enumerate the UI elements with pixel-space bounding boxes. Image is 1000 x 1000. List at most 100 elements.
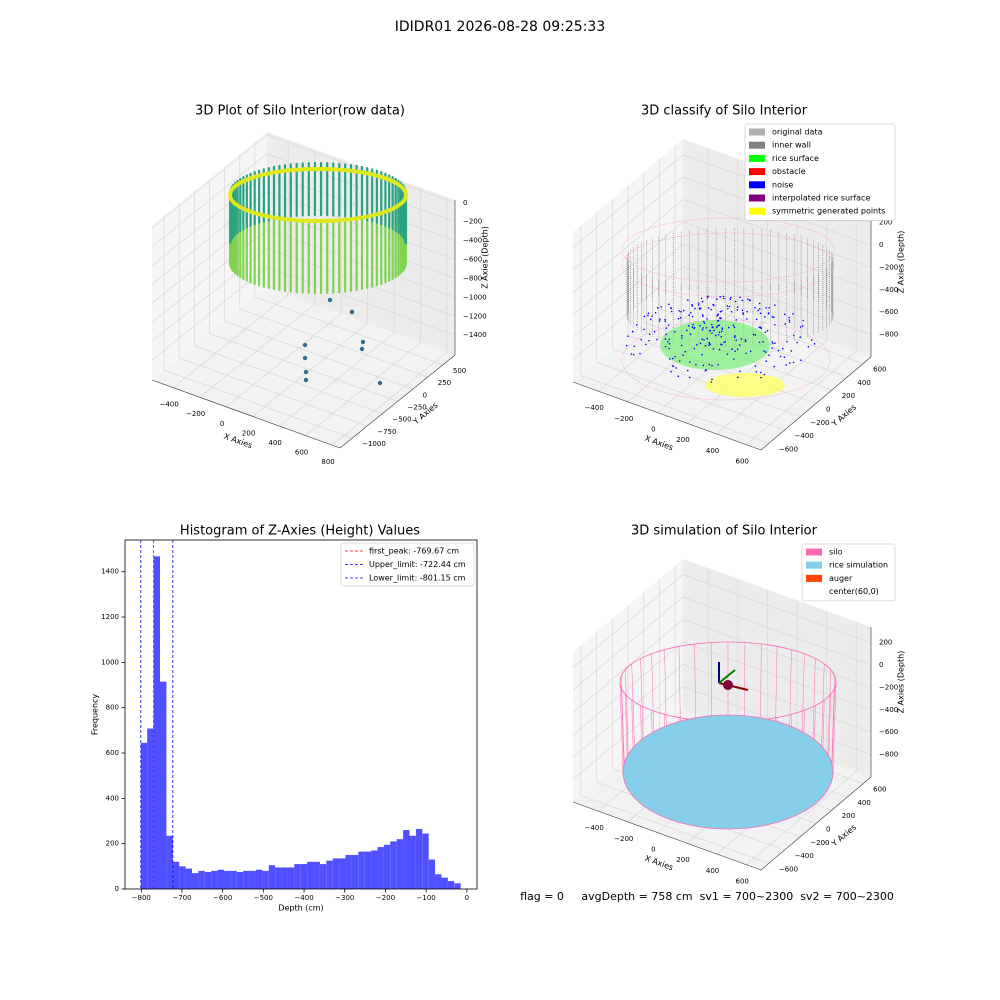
y-tick-label: 0 [826,406,830,414]
legend-swatch [749,207,765,215]
legend-box [340,542,475,587]
y-tick-label: −400 [795,852,814,860]
bar [415,828,423,889]
silo-line [827,669,831,755]
y-tick-label: −200 [810,839,829,847]
silo-line [625,669,629,755]
legend-swatch [806,588,822,596]
z-tick-label: −200 [463,218,482,226]
point-cloud [708,341,711,344]
point-cloud [777,349,780,352]
point-cloud [706,296,709,299]
x-tick-label: −200 [376,894,395,902]
point-cloud [660,320,770,370]
point-cloud [687,299,689,301]
point-cloud [625,344,628,347]
point-cloud [709,343,712,346]
z-tick-label: −200 [879,683,898,691]
auger [723,680,733,690]
silo-line [775,646,778,722]
grid-line [572,176,872,271]
point-cloud [670,310,673,313]
point-cloud [735,319,738,321]
point-cloud [712,326,714,329]
x-axis-label: Depth (cm) [278,904,323,913]
point-cloud [707,307,710,309]
bar [204,872,212,889]
point-cloud [810,339,813,341]
point-cloud [746,310,748,313]
legend-swatch [749,154,765,162]
point-cloud [702,327,704,329]
point-cloud [708,344,710,346]
point-cloud [788,316,790,319]
point-cloud [734,335,736,337]
point-cloud [695,344,698,346]
point-cloud [734,300,737,303]
legend-swatch [806,574,822,582]
point-cloud [723,297,725,300]
plot-frame [124,539,478,890]
point-cloud [651,315,653,317]
grid-line [305,187,421,436]
chart-title: 3D Plot of Silo Interior(row data) [195,104,405,119]
point-cloud [691,315,694,318]
y-tick-label: 1200 [101,613,119,621]
silo-line [832,681,837,773]
grid-line [643,172,832,391]
grid-line [572,686,872,780]
legend-swatch [749,141,765,149]
bar [319,864,327,889]
point-cloud [735,339,738,341]
silo-line [651,653,655,732]
point-cloud [781,347,784,350]
grid-line [627,158,739,403]
point-cloud [716,315,719,317]
grid-line [572,663,872,758]
point-cloud [689,361,691,363]
bar [326,860,333,889]
point-cloud [647,314,649,317]
point-cloud [755,370,758,373]
point-cloud [736,306,739,308]
point-cloud [711,378,713,381]
grid-line [224,166,413,390]
point-cloud [689,333,692,336]
point-cloud [792,334,795,337]
point-cloud [704,345,707,347]
point-cloud [717,320,719,322]
grid-line [745,201,857,445]
point-cloud [713,329,715,332]
bar [153,556,161,889]
silo-line [760,643,762,718]
point-cloud [774,324,776,326]
point-cloud [664,320,667,323]
point-cloud [741,309,744,312]
grid-line [163,215,353,439]
grid-line [331,197,448,446]
point-cloud [719,295,722,298]
z-axis-label: Z Axies (Depth) [897,231,906,294]
grid-line [572,641,872,736]
x-tick-label: −100 [417,894,436,902]
x-tick-label: 0 [465,894,469,902]
point-cloud [690,311,692,314]
point-cloud [664,318,666,321]
point-cloud [749,299,752,302]
point-cloud [648,339,650,342]
point-cloud [632,353,635,356]
grid-line [572,574,872,668]
grid-line [194,190,383,415]
grid-line [278,177,395,427]
silo-line [821,663,825,747]
z-tick-label: −400 [879,706,898,714]
bar [422,833,429,889]
point-cloud [675,367,677,369]
point-cloud [702,315,704,317]
legend-label: obstacle [772,167,806,176]
bar [447,881,455,889]
point-cloud [736,309,739,311]
point-cloud [707,295,709,298]
figure-title: IDIDR01 2026-08-28 09:25:33 [395,19,606,35]
bar [243,870,250,889]
